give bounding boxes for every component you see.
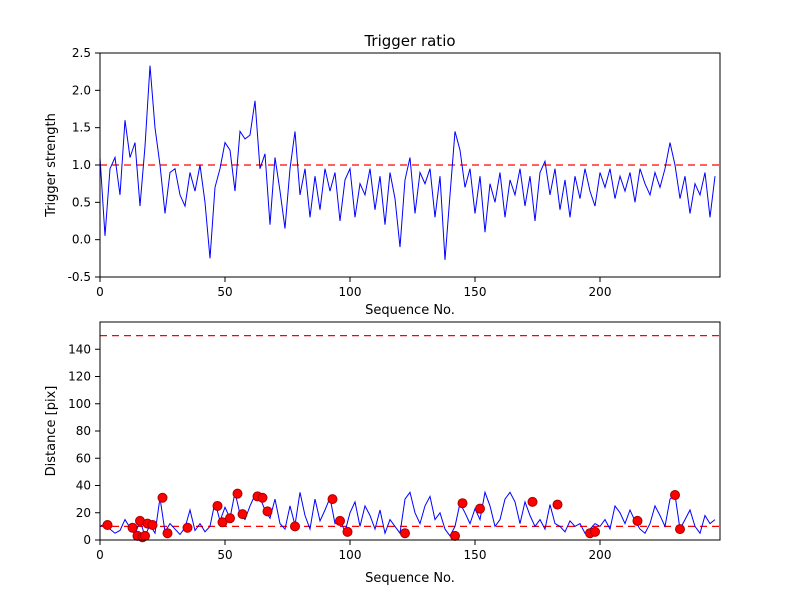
y-tick-label: 0 bbox=[83, 533, 91, 547]
y-tick-label: 100 bbox=[68, 397, 91, 411]
y-tick-label: 2.0 bbox=[72, 83, 91, 97]
axes-frame bbox=[99, 321, 721, 541]
scatter-point bbox=[400, 528, 410, 539]
scatter-point bbox=[262, 506, 273, 517]
x-tick-label: 0 bbox=[96, 548, 104, 562]
x-tick-label: 50 bbox=[217, 548, 232, 562]
scatter-point bbox=[237, 509, 248, 520]
scatter-point bbox=[475, 503, 485, 514]
bottom-y-axis-label: Distance [pix] bbox=[44, 386, 59, 477]
top-chart-title: Trigger ratio bbox=[363, 32, 455, 50]
y-tick-label: 0.0 bbox=[72, 233, 91, 247]
scatter-point bbox=[527, 496, 538, 507]
series-line bbox=[99, 65, 716, 260]
scatter-point bbox=[212, 500, 223, 511]
scatter-point bbox=[225, 513, 235, 524]
y-tick-label: 60 bbox=[76, 451, 91, 465]
scatter-point bbox=[217, 517, 228, 528]
series-line bbox=[99, 490, 716, 538]
x-tick-label: 150 bbox=[464, 285, 487, 299]
x-tick-label: 100 bbox=[339, 285, 362, 299]
scatter-point bbox=[157, 492, 168, 503]
y-tick-label: 0.5 bbox=[72, 195, 91, 209]
top-x-axis-label: Sequence No. bbox=[365, 303, 455, 318]
axes-frame bbox=[99, 52, 721, 278]
y-tick-label: 1.0 bbox=[72, 158, 91, 172]
scatter-point bbox=[327, 494, 338, 505]
scatter-point bbox=[632, 515, 643, 526]
y-tick-label: 1.5 bbox=[72, 121, 91, 135]
scatter-point bbox=[457, 498, 468, 509]
x-tick-label: 150 bbox=[464, 548, 487, 562]
x-tick-label: 100 bbox=[339, 548, 362, 562]
scatter-point bbox=[342, 526, 353, 537]
scatter-point bbox=[335, 515, 345, 526]
scatter-point bbox=[552, 499, 563, 510]
x-tick-label: 0 bbox=[96, 285, 104, 299]
x-tick-label: 200 bbox=[589, 548, 612, 562]
x-tick-label: 50 bbox=[217, 285, 232, 299]
x-tick-label: 200 bbox=[589, 285, 612, 299]
scatter-point bbox=[140, 530, 150, 541]
scatter-point bbox=[675, 524, 685, 535]
scatter-point bbox=[147, 520, 158, 531]
y-tick-label: 2.5 bbox=[72, 46, 91, 60]
scatter-point bbox=[182, 522, 193, 533]
bottom-x-axis-label: Sequence No. bbox=[365, 571, 455, 586]
scatter-point bbox=[257, 492, 268, 503]
y-tick-label: -0.5 bbox=[68, 270, 91, 284]
scatter-point bbox=[162, 528, 173, 539]
scatter-point bbox=[590, 526, 600, 537]
top-plot-area: 0 50 100 150 200 -0.5 0.0 0.5 1.0 1.5 2.0 2.5 bbox=[68, 46, 721, 299]
bottom-plot-area: 0 50 100 150 200 0 20 40 60 80 100 120 140 bbox=[68, 321, 721, 562]
scatter-point bbox=[102, 520, 113, 531]
y-tick-label: 40 bbox=[76, 479, 91, 493]
scatter-point bbox=[670, 490, 680, 501]
y-tick-label: 20 bbox=[76, 506, 91, 520]
y-tick-label: 80 bbox=[76, 424, 91, 438]
top-y-axis-label: Trigger strength bbox=[44, 113, 59, 218]
scatter-point bbox=[127, 522, 138, 533]
scatter-point bbox=[232, 488, 243, 499]
scatter-point bbox=[290, 521, 300, 532]
scatter-point bbox=[450, 530, 460, 541]
y-tick-label: 140 bbox=[68, 342, 91, 356]
y-tick-label: 120 bbox=[68, 370, 91, 384]
